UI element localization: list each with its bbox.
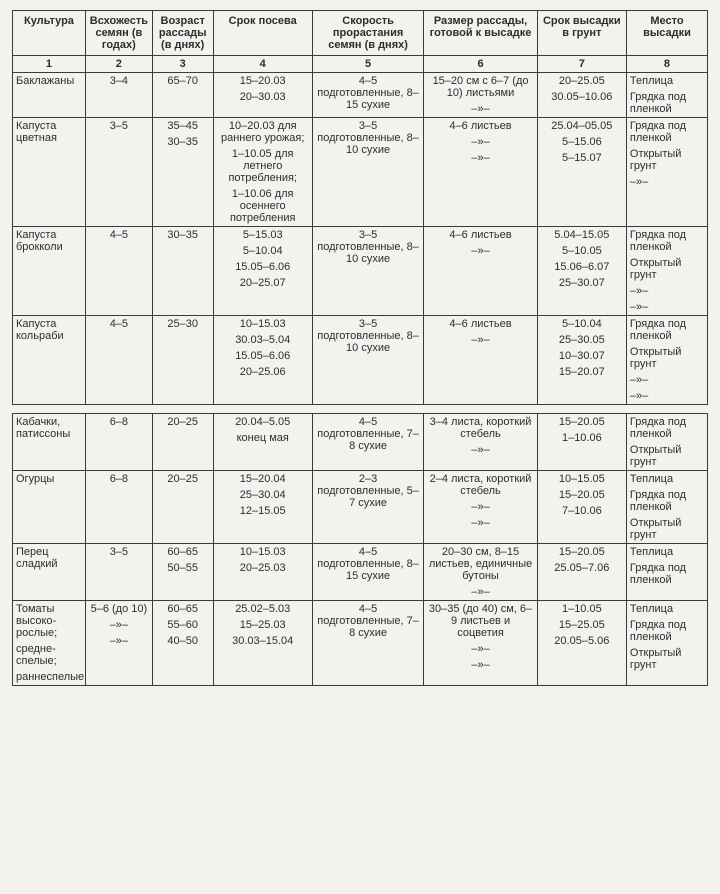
table-cell: ТеплицаГрядка под пленкой xyxy=(626,73,707,118)
col-header: Срок посева xyxy=(213,11,312,56)
seedling-table-a: Культура Всхожесть семян (в годах) Возра… xyxy=(12,10,708,405)
table-row: Томаты высоко­рослые;средне­спелые;ранне… xyxy=(13,601,708,686)
table-cell: 6–8 xyxy=(85,471,152,544)
crop-name: Огурцы xyxy=(13,471,86,544)
table-head: Культура Всхожесть семян (в годах) Возра… xyxy=(13,11,708,73)
table-row: Капуста брокколи4–530–355–15.035–10.0415… xyxy=(13,227,708,316)
table-cell: 15–20 см с 6–7 (до 10) листьями–»– xyxy=(424,73,537,118)
table-cell: Грядка под пленкойОткрытый грунт–»– xyxy=(626,118,707,227)
table-cell: Грядка под пленкойОткрытый грунт–»––»– xyxy=(626,316,707,405)
table-cell: 4–5 подготовленные, 7–8 сухие xyxy=(312,601,423,686)
col-number: 5 xyxy=(312,56,423,73)
table-cell: 5–15.035–10.0415.05–6.0620–25.07 xyxy=(213,227,312,316)
table-cell: 20–30 см, 8–15 листьев, единичные бутоны… xyxy=(424,544,537,601)
table-cell: 6–8 xyxy=(85,414,152,471)
table-cell: 20–25.0530.05–10.06 xyxy=(537,73,626,118)
table-cell: 15–20.0425–30.0412–15.05 xyxy=(213,471,312,544)
table-cell: 10–15.0320–25.03 xyxy=(213,544,312,601)
table-row: Баклажаны3–465–7015–20.0320–30.034–5 под… xyxy=(13,73,708,118)
table-cell: 10–15.0515–20.057–10.06 xyxy=(537,471,626,544)
table-cell: 20.04–5.05конец мая xyxy=(213,414,312,471)
col-header: Скорость прорастания семян (в днях) xyxy=(312,11,423,56)
table-cell: 4–5 xyxy=(85,316,152,405)
table-cell: ТеплицаГрядка под пленкой xyxy=(626,544,707,601)
table-cell: 20–25 xyxy=(152,471,213,544)
crop-name: Капуста цветная xyxy=(13,118,86,227)
table-cell: 3–5 подготовленные, 8–10 сухие xyxy=(312,118,423,227)
table-cell: 4–6 листьев–»– xyxy=(424,227,537,316)
table-row: Огурцы6–820–2515–20.0425–30.0412–15.052–… xyxy=(13,471,708,544)
seedling-table-b: Кабачки, патиссоны6–820–2520.04–5.05коне… xyxy=(12,413,708,686)
table-cell: 5–10.0425–30.0510–30.0715–20.07 xyxy=(537,316,626,405)
col-number: 1 xyxy=(13,56,86,73)
table-cell: 3–5 xyxy=(85,118,152,227)
table-row: Капуста кольраби4–525–3010–15.0330.03–5.… xyxy=(13,316,708,405)
table-cell: 3–4 xyxy=(85,73,152,118)
col-header: Размер рассады, готовой к высадке xyxy=(424,11,537,56)
table-cell: 4–6 листьев–»– xyxy=(424,316,537,405)
crop-name: Капуста брокколи xyxy=(13,227,86,316)
table-cell: ТеплицаГрядка под пленкойОткрытый грунт xyxy=(626,471,707,544)
crop-name: Капуста кольраби xyxy=(13,316,86,405)
table-cell: 1–10.0515–25.0520.05–5.06 xyxy=(537,601,626,686)
table-cell: ТеплицаГрядка под пленкойОткрытый грунт xyxy=(626,601,707,686)
col-header: Срок высадки в грунт xyxy=(537,11,626,56)
table-row: Кабачки, патиссоны6–820–2520.04–5.05коне… xyxy=(13,414,708,471)
col-number: 6 xyxy=(424,56,537,73)
table-cell: 2–4 листа, короткий стебель–»––»– xyxy=(424,471,537,544)
table-cell: 25.02–5.0315–25.0330.03–15.04 xyxy=(213,601,312,686)
table-cell: 65–70 xyxy=(152,73,213,118)
table-cell: 4–5 xyxy=(85,227,152,316)
table-cell: 4–6 листьев–»––»– xyxy=(424,118,537,227)
col-number: 8 xyxy=(626,56,707,73)
col-number: 4 xyxy=(213,56,312,73)
crop-name: Томаты высоко­рослые;средне­спелые;ранне… xyxy=(13,601,86,686)
col-header: Место высадки xyxy=(626,11,707,56)
table-cell: 30–35 (до 40) см, 6–9 листьев и соцветия… xyxy=(424,601,537,686)
table-cell: 10–20.03 для раннего урожая;1–10.05 для … xyxy=(213,118,312,227)
col-header: Возраст рассады (в днях) xyxy=(152,11,213,56)
table-cell: 25–30 xyxy=(152,316,213,405)
table-row: Капуста цветная3–535–4530–3510–20.03 для… xyxy=(13,118,708,227)
table-cell: 15–20.0320–30.03 xyxy=(213,73,312,118)
table-cell: 3–5 подготовленные, 8–10 сухие xyxy=(312,316,423,405)
table-cell: 15–20.051–10.06 xyxy=(537,414,626,471)
table-cell: 25.04–05.055–15.065–15.07 xyxy=(537,118,626,227)
table-cell: 60–6550–55 xyxy=(152,544,213,601)
table-cell: 3–5 подготовленные, 8–10 сухие xyxy=(312,227,423,316)
col-number: 7 xyxy=(537,56,626,73)
table-cell: 10–15.0330.03–5.0415.05–6.0620–25.06 xyxy=(213,316,312,405)
col-number: 2 xyxy=(85,56,152,73)
crop-name: Баклажаны xyxy=(13,73,86,118)
table-cell: 60–6555–6040–50 xyxy=(152,601,213,686)
table-cell: 4–5 подготовленные, 8–15 сухие xyxy=(312,73,423,118)
table-cell: 2–3 подготовленные, 5–7 сухие xyxy=(312,471,423,544)
table-cell: 15–20.0525.05–7.06 xyxy=(537,544,626,601)
crop-name: Перец сладкий xyxy=(13,544,86,601)
col-header: Культура xyxy=(13,11,86,56)
table-cell: 35–4530–35 xyxy=(152,118,213,227)
table-cell: Грядка под пленкойОткрытый грунт–»––»– xyxy=(626,227,707,316)
table-cell: 3–4 листа, короткий стебель–»– xyxy=(424,414,537,471)
table-cell: 5.04–15.055–10.0515.06–6.0725–30.07 xyxy=(537,227,626,316)
table-cell: 30–35 xyxy=(152,227,213,316)
table-row: Перец сладкий3–560–6550–5510–15.0320–25.… xyxy=(13,544,708,601)
col-header: Всхожесть семян (в годах) xyxy=(85,11,152,56)
table-cell: 4–5 подготовленные, 8–15 сухие xyxy=(312,544,423,601)
table-cell: Грядка под пленкойОткрытый грунт xyxy=(626,414,707,471)
crop-name: Кабачки, патиссоны xyxy=(13,414,86,471)
table-cell: 3–5 xyxy=(85,544,152,601)
table-cell: 5–6 (до 10)–»––»– xyxy=(85,601,152,686)
col-number: 3 xyxy=(152,56,213,73)
table-cell: 4–5 подготовленные, 7–8 сухие xyxy=(312,414,423,471)
table-cell: 20–25 xyxy=(152,414,213,471)
